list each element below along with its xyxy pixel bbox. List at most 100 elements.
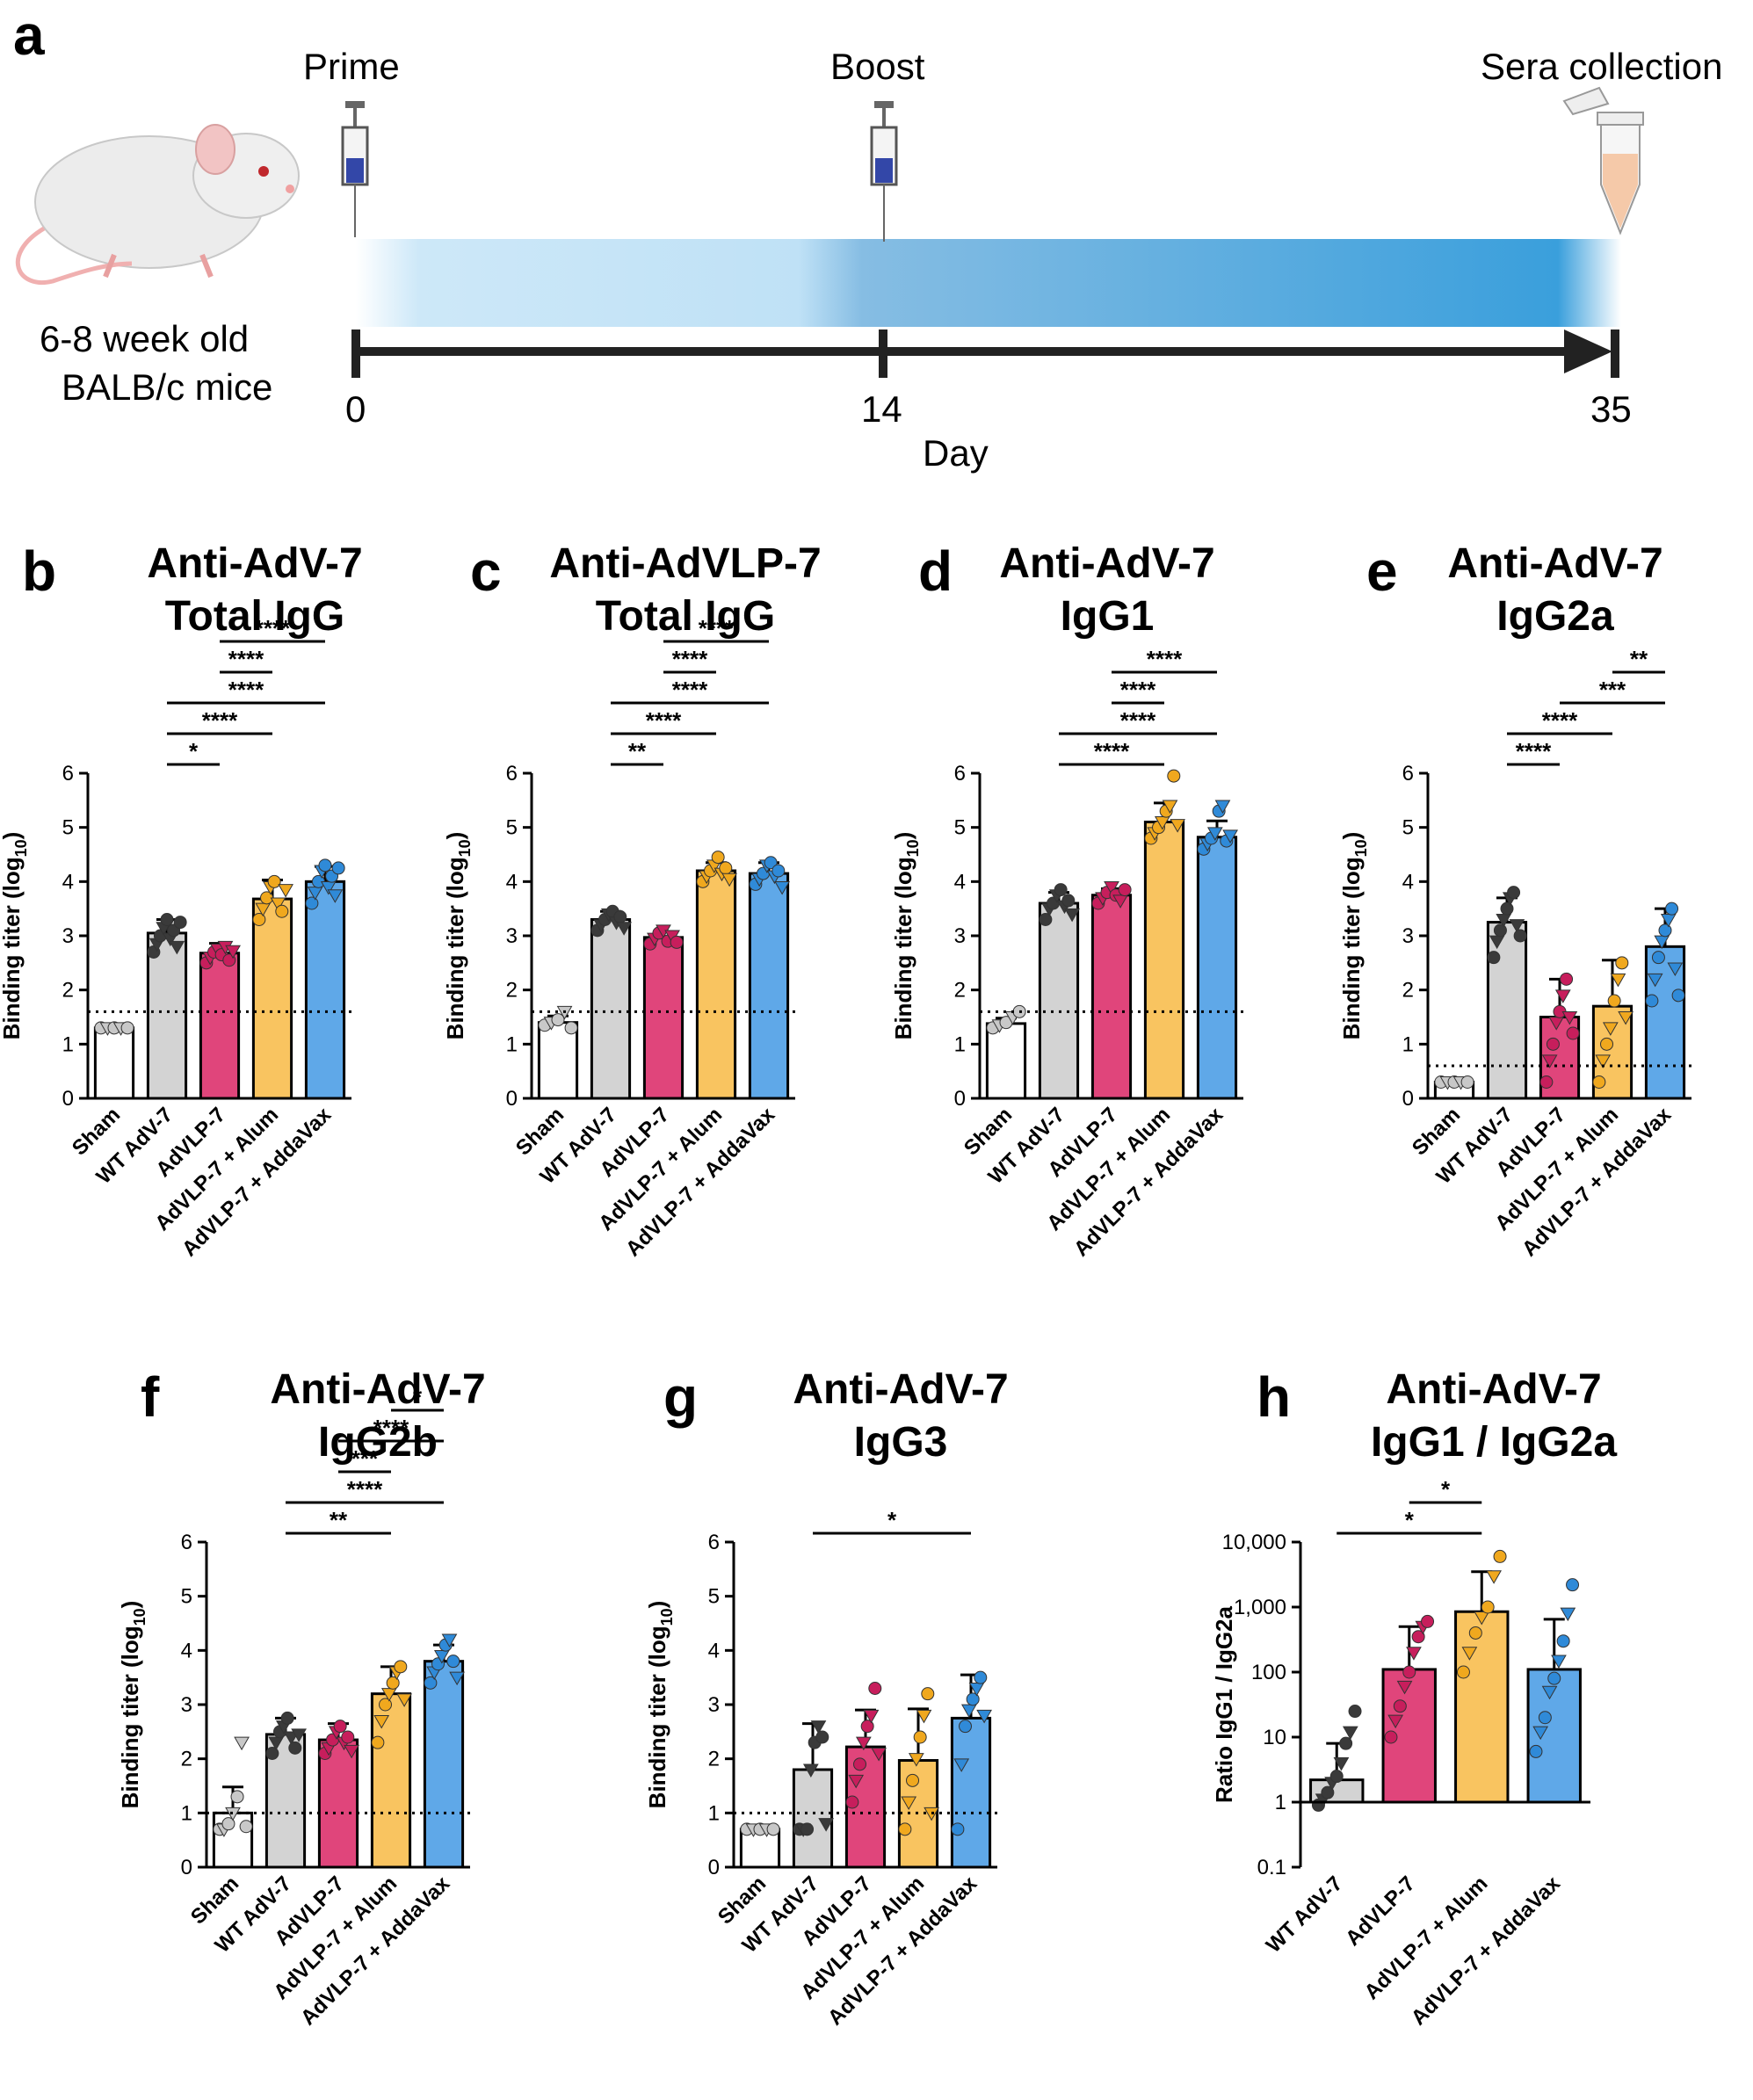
y-tick-label: 6 [181,1531,192,1554]
data-point [252,913,266,926]
significance-label: ** [628,738,647,764]
data-point [1104,881,1119,895]
significance-label: **** [672,646,708,672]
data-point [908,1753,924,1767]
y-tick-label: 2 [62,979,74,1003]
data-point [1039,913,1053,926]
y-tick-label: 4 [181,1639,192,1662]
bar-addavax [748,872,790,1100]
data-point [1607,994,1621,1008]
sera-label: Sera collection [1481,46,1723,87]
y-axis-label: Binding titer (log10) [644,1601,676,1809]
data-point [449,1671,465,1686]
data-point [433,1650,450,1664]
boost-syringe-icon [870,101,898,242]
data-point [764,856,778,870]
chart-title-line2: Total IgG [164,593,345,640]
y-tick-label: 6 [1402,762,1414,786]
data-point [1658,923,1672,938]
panel-letter-e: e [1366,539,1398,603]
data-point [1118,883,1132,897]
data-point [670,935,684,949]
data-point [1541,1685,1558,1700]
y-tick-label: 6 [954,762,966,786]
bar-alum [251,897,293,1100]
data-point [1529,1744,1543,1758]
data-point [1671,988,1685,1003]
data-point [1167,769,1181,783]
data-point [1339,1736,1353,1750]
data-point [255,902,272,917]
y-tick-label: 4 [1402,870,1414,894]
data-point [396,1693,412,1707]
data-point [1560,1607,1576,1622]
data-point [1647,973,1663,988]
y-tick-label: 0 [62,1087,74,1111]
data-point [305,896,319,910]
data-point [265,1747,279,1760]
y-tick-label: 6 [62,762,74,786]
y-tick-label: 2 [954,979,966,1003]
data-point [863,1709,880,1724]
chart-title: Anti-AdV-7 IgG3 [699,1364,1103,1469]
data-point [1421,1614,1435,1628]
data-point [766,1822,780,1836]
chart-title-line1: Anti-AdV-7 [1447,540,1663,587]
tick-day-35: 35 [1590,388,1632,430]
data-point [1547,1671,1561,1685]
data-point [1387,1714,1404,1729]
data-point [848,1774,865,1789]
data-point [1154,816,1170,830]
significance-label: ** [1630,646,1648,672]
y-tick-label: 1 [1275,1791,1286,1814]
data-point [380,1688,397,1702]
data-point [333,1720,347,1734]
panel-g: g Anti-AdV-7 IgG3 0 1 2 3 4 5 6 Binding titer (log… [637,1344,1094,2100]
chart-title-line1: Anti-AdV-7 [147,540,363,587]
data-point [1321,1785,1335,1799]
data-point [1329,1770,1344,1784]
data-point [173,916,187,930]
panel-letter-g: g [663,1365,699,1429]
significance-label: **** [228,677,264,703]
y-tick-label: 10 [1263,1726,1286,1749]
tick-day-0: 0 [345,388,366,430]
data-point [845,1795,859,1809]
y-tick-label: 1 [506,1032,518,1056]
y-tick-label: 4 [506,870,518,894]
data-point [551,1013,565,1027]
data-point [1600,1037,1614,1051]
data-point [1206,827,1223,841]
data-point [288,1741,302,1755]
y-tick-label: 0 [1402,1087,1414,1111]
y-tick-label: 6 [708,1531,720,1554]
data-point [291,1728,307,1742]
y-tick-label: 0 [954,1087,966,1111]
data-point [1460,1075,1474,1089]
sera-tube-icon [1562,86,1644,235]
data-point [1486,1570,1502,1584]
data-point [898,1822,912,1836]
data-point [1551,1655,1567,1669]
data-point [976,1709,992,1724]
data-point [221,1817,235,1831]
y-tick-label: 0 [506,1087,518,1111]
data-point [1618,1011,1633,1025]
bar-wt [590,918,632,1100]
data-point [1665,902,1679,916]
chart-title-line1: Anti-AdV-7 [793,1366,1009,1413]
bar-alum [695,869,737,1100]
data-point [424,1676,438,1690]
significance-label: **** [255,615,291,641]
data-point [974,1670,988,1684]
data-point [1532,1726,1549,1741]
data-point [267,874,281,888]
data-point [860,1720,874,1734]
y-tick-label: 2 [1402,979,1414,1003]
y-tick-label: 4 [62,870,74,894]
data-point [1539,1075,1554,1089]
data-point [906,1773,920,1787]
